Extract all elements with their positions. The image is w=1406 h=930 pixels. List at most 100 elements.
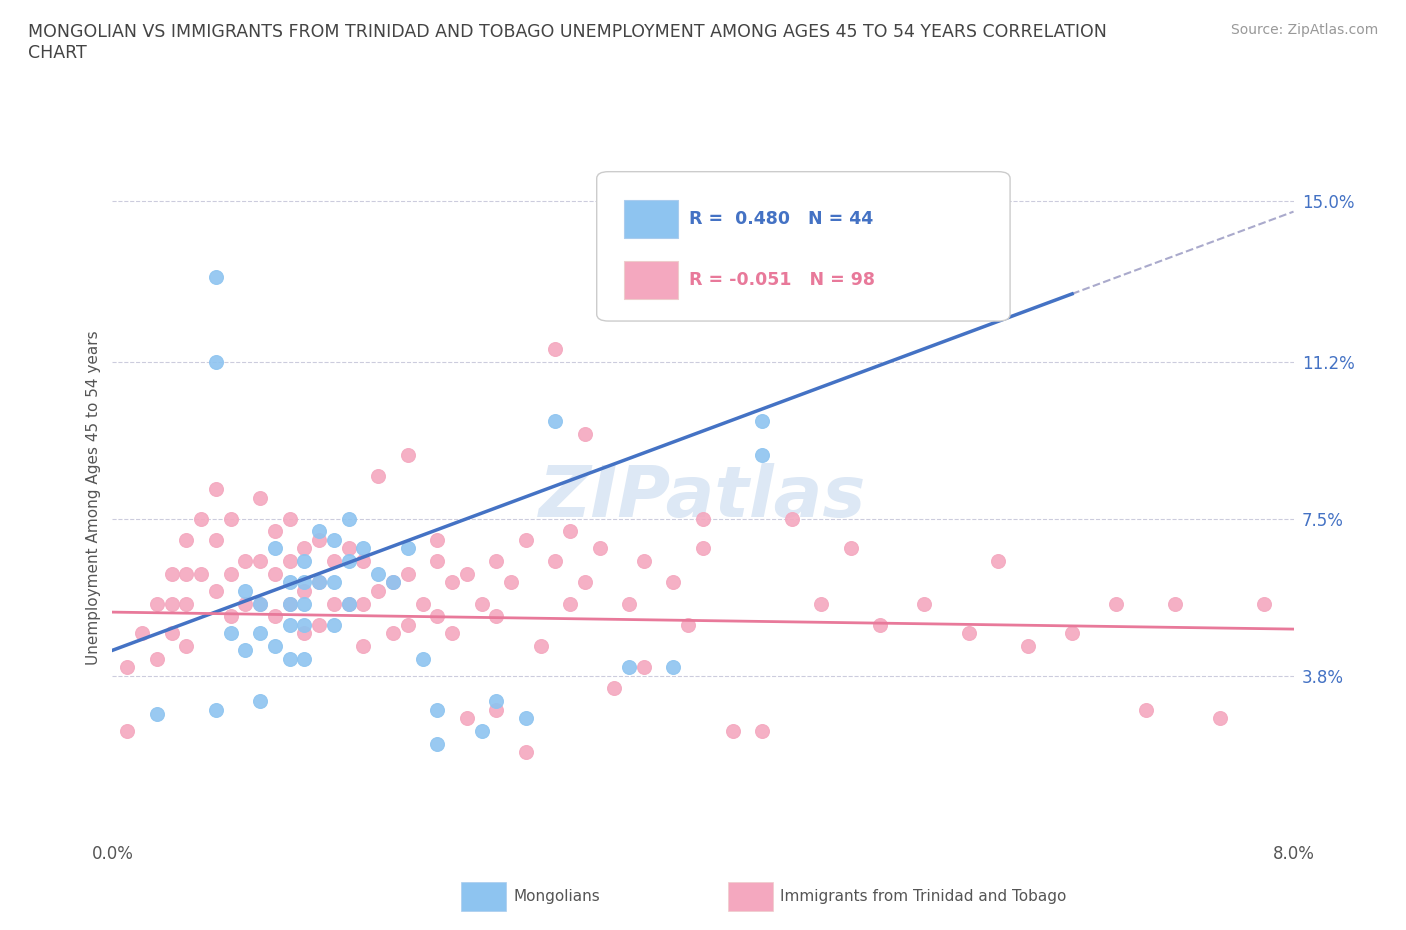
Point <box>780 512 803 526</box>
Point <box>337 541 360 556</box>
FancyBboxPatch shape <box>596 172 1010 321</box>
Point <box>278 553 301 568</box>
Point <box>396 447 419 462</box>
Point <box>441 575 464 590</box>
Point <box>412 651 434 666</box>
Point <box>426 737 449 751</box>
Point <box>352 639 374 654</box>
Point <box>278 512 301 526</box>
Text: R = -0.051   N = 98: R = -0.051 N = 98 <box>689 272 875 289</box>
Text: R =  0.480   N = 44: R = 0.480 N = 44 <box>689 210 873 228</box>
Point <box>1135 702 1157 717</box>
Point <box>323 596 346 611</box>
Point <box>233 553 256 568</box>
Text: MONGOLIAN VS IMMIGRANTS FROM TRINIDAD AND TOBAGO UNEMPLOYMENT AMONG AGES 45 TO 5: MONGOLIAN VS IMMIGRANTS FROM TRINIDAD AN… <box>28 23 1107 62</box>
Point <box>382 626 405 641</box>
Point <box>337 512 360 526</box>
Point <box>471 724 494 738</box>
FancyBboxPatch shape <box>624 260 678 299</box>
Point <box>205 702 228 717</box>
Point <box>515 533 537 548</box>
Point <box>456 711 478 725</box>
Point <box>692 541 714 556</box>
Point <box>560 525 582 539</box>
Point <box>619 596 641 611</box>
Point <box>662 660 685 675</box>
Point <box>839 541 862 556</box>
Point <box>174 566 197 581</box>
Point <box>382 575 405 590</box>
Point <box>1062 626 1084 641</box>
Point <box>751 414 773 429</box>
Point <box>292 541 315 556</box>
Text: Immigrants from Trinidad and Tobago: Immigrants from Trinidad and Tobago <box>780 889 1067 904</box>
Point <box>382 575 405 590</box>
Point <box>515 745 537 760</box>
Point <box>367 566 389 581</box>
Point <box>603 681 626 696</box>
Point <box>721 724 744 738</box>
Point <box>264 525 287 539</box>
Point <box>233 596 256 611</box>
Point <box>515 711 537 725</box>
Point <box>619 660 641 675</box>
Point <box>471 596 494 611</box>
Point <box>1164 596 1187 611</box>
Point <box>367 469 389 484</box>
Point <box>205 354 228 369</box>
Point <box>278 575 301 590</box>
Point <box>426 609 449 624</box>
Point <box>292 575 315 590</box>
Point <box>278 651 301 666</box>
Point <box>264 541 287 556</box>
Point <box>662 575 685 590</box>
Point <box>292 651 315 666</box>
Point <box>249 596 271 611</box>
Point <box>264 639 287 654</box>
Point <box>146 707 169 722</box>
Point <box>957 626 980 641</box>
Point <box>633 660 655 675</box>
Point <box>914 596 936 611</box>
Point <box>249 694 271 709</box>
Point <box>233 583 256 598</box>
Point <box>574 427 596 442</box>
Point <box>117 724 138 738</box>
Point <box>337 596 360 611</box>
Point <box>174 639 197 654</box>
Point <box>485 694 508 709</box>
Point <box>987 553 1010 568</box>
Point <box>396 566 419 581</box>
Point <box>219 609 242 624</box>
Point <box>529 639 551 654</box>
Point <box>323 533 346 548</box>
Point <box>233 643 256 658</box>
Point <box>412 596 434 611</box>
Point <box>323 618 346 632</box>
Point <box>692 512 714 526</box>
Point <box>1105 596 1128 611</box>
Point <box>426 702 449 717</box>
Point <box>292 583 315 598</box>
Point <box>810 596 832 611</box>
Point <box>751 724 773 738</box>
Point <box>205 533 228 548</box>
Point <box>249 490 271 505</box>
Point <box>308 575 330 590</box>
Point <box>278 596 301 611</box>
Point <box>588 541 610 556</box>
Point <box>633 553 655 568</box>
Point <box>308 575 330 590</box>
Point <box>426 533 449 548</box>
Point <box>292 618 315 632</box>
Point <box>219 626 242 641</box>
Point <box>174 533 197 548</box>
Point <box>264 609 287 624</box>
Point <box>869 618 891 632</box>
Point <box>323 575 346 590</box>
FancyBboxPatch shape <box>624 200 678 237</box>
Point <box>485 702 508 717</box>
Point <box>249 596 271 611</box>
Text: ZIPatlas: ZIPatlas <box>540 463 866 532</box>
Text: Source: ZipAtlas.com: Source: ZipAtlas.com <box>1230 23 1378 37</box>
